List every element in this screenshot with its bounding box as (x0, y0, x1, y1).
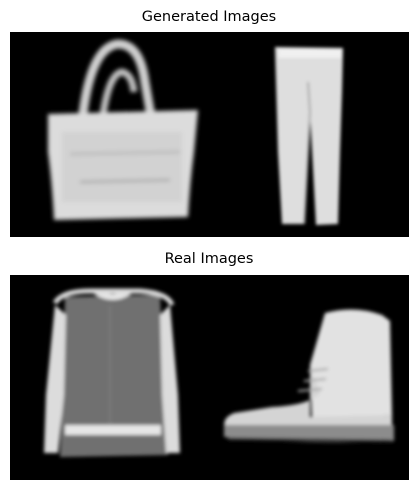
generated-images-grid (10, 32, 409, 237)
real-images-grid (10, 275, 409, 480)
real-ankle-boot-icon (224, 309, 394, 443)
real-images-title: Real Images (164, 251, 254, 267)
generated-trousers-icon (275, 47, 343, 225)
generated-bag-icon (48, 39, 198, 220)
generated-images-title: Generated Images (141, 9, 277, 25)
real-pullover-icon (44, 288, 180, 457)
